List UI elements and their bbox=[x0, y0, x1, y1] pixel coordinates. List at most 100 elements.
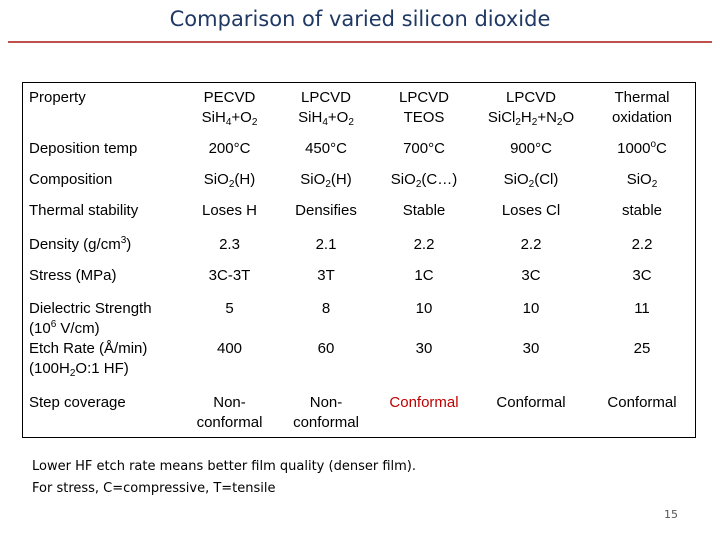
row-etch-rate-min-100h2o-1-h-cell-4-line-1: 30 bbox=[522, 340, 540, 357]
row-etch-rate-min-100h2o-1-h-cell-5-line-1: 25 bbox=[633, 340, 651, 357]
row-thermal-stability-cell-4-line-1: Loses Cl bbox=[501, 202, 561, 219]
row-stress-mpa-cell-5-line-1: 3C bbox=[632, 267, 652, 284]
row-step-coverage-cell-3: Conformal bbox=[373, 393, 475, 413]
row-etch-rate-min-100h2o-1-h-label-line-2: (100H2O:1 HF) bbox=[29, 360, 129, 379]
row-etch-rate-min-100h2o-1-h-cell-1-line-1: 400 bbox=[216, 340, 243, 357]
row-step-coverage-cell-5-line-1: Conformal bbox=[607, 394, 677, 411]
row-step-coverage-cell-2-line-2: conformal bbox=[293, 414, 359, 431]
row-density-g-cm3-label-line-1: Density (g/cm3) bbox=[29, 235, 132, 254]
row-thermal-stability-cell-5-line-1: stable bbox=[621, 202, 663, 219]
header-column-2: LPCVD SiH4+O2 bbox=[275, 88, 377, 128]
row-etch-rate-min-100h2o-1-h-label-line-1: Etch Rate (Å/min) bbox=[29, 340, 148, 357]
row-thermal-stability-cell-1: Loses H bbox=[178, 201, 281, 221]
row-composition-cell-5: SiO2 bbox=[588, 170, 696, 190]
header-column-2-line-1: LPCVD bbox=[300, 89, 352, 106]
row-step-coverage-cell-1: Non-conformal bbox=[178, 393, 281, 433]
row-deposition-temp-cell-1: 200°C bbox=[178, 139, 281, 159]
header-property-label: Property bbox=[29, 89, 86, 106]
row-thermal-stability-cell-2-line-1: Densifies bbox=[295, 202, 357, 219]
row-dielectric-strength-106--cell-3-line-1: 10 bbox=[415, 300, 433, 317]
row-density-g-cm3-cell-1: 2.3 bbox=[178, 235, 281, 255]
row-deposition-temp-cell-3: 700°C bbox=[373, 139, 475, 159]
header-column-1: PECVD SiH4+O2 bbox=[178, 88, 281, 128]
row-thermal-stability-label-line-1: Thermal stability bbox=[29, 202, 139, 219]
row-step-coverage-label: Step coverage bbox=[29, 393, 179, 413]
header-column-5: Thermal oxidation bbox=[588, 88, 696, 128]
row-deposition-temp-cell-4-line-1: 900°C bbox=[510, 140, 552, 157]
row-step-coverage-cell-4-line-1: Conformal bbox=[496, 394, 566, 411]
row-deposition-temp-cell-3-line-1: 700°C bbox=[403, 140, 445, 157]
header-column-5-line-2: oxidation bbox=[611, 109, 673, 126]
notes: Lower HF etch rate means better film qua… bbox=[32, 456, 416, 500]
note-etch-rate: Lower HF etch rate means better film qua… bbox=[32, 459, 416, 474]
row-stress-mpa-cell-3: 1C bbox=[373, 266, 475, 286]
row-thermal-stability-cell-4: Loses Cl bbox=[474, 201, 588, 221]
row-etch-rate-min-100h2o-1-h-label: Etch Rate (Å/min) (100H2O:1 HF) bbox=[29, 339, 179, 379]
slide-title: Comparison of varied silicon dioxide bbox=[169, 7, 551, 31]
row-dielectric-strength-106--cell-5: 11 bbox=[588, 299, 696, 319]
row-deposition-temp-cell-5: 1000oC bbox=[588, 139, 696, 159]
row-etch-rate-min-100h2o-1-h-cell-5: 25 bbox=[588, 339, 696, 359]
row-density-g-cm3-cell-2-line-1: 2.1 bbox=[315, 236, 337, 253]
row-thermal-stability-cell-5: stable bbox=[588, 201, 696, 221]
row-stress-mpa-label-line-1: Stress (MPa) bbox=[29, 267, 117, 284]
row-composition-cell-1-line-1: SiO2(H) bbox=[203, 171, 256, 190]
row-composition-cell-3-line-1: SiO2(C…) bbox=[390, 171, 458, 190]
row-deposition-temp-label-line-1: Deposition temp bbox=[29, 140, 138, 157]
row-deposition-temp-cell-2-line-1: 450°C bbox=[305, 140, 347, 157]
row-density-g-cm3-cell-5: 2.2 bbox=[588, 235, 696, 255]
row-etch-rate-min-100h2o-1-h-cell-4: 30 bbox=[474, 339, 588, 359]
row-stress-mpa-cell-5: 3C bbox=[588, 266, 696, 286]
row-density-g-cm3-cell-4: 2.2 bbox=[474, 235, 588, 255]
row-stress-mpa-cell-2: 3T bbox=[275, 266, 377, 286]
header-column-3: LPCVD TEOS bbox=[373, 88, 475, 128]
row-step-coverage-cell-3-line-1: Conformal bbox=[389, 394, 459, 411]
row-thermal-stability-cell-1-line-1: Loses H bbox=[201, 202, 258, 219]
row-step-coverage-cell-2: Non-conformal bbox=[275, 393, 377, 433]
row-density-g-cm3-cell-3: 2.2 bbox=[373, 235, 475, 255]
page-number: 15 bbox=[664, 508, 678, 521]
note-stress: For stress, C=compressive, T=tensile bbox=[32, 481, 276, 496]
row-step-coverage-label-line-1: Step coverage bbox=[29, 394, 126, 411]
row-composition-cell-2: SiO2(H) bbox=[275, 170, 377, 190]
row-etch-rate-min-100h2o-1-h-cell-2: 60 bbox=[275, 339, 377, 359]
header-column-4-line-1: LPCVD bbox=[505, 89, 557, 106]
row-thermal-stability-label: Thermal stability bbox=[29, 201, 179, 221]
row-stress-mpa-cell-4: 3C bbox=[474, 266, 588, 286]
row-step-coverage-cell-2-line-1: Non- bbox=[309, 394, 343, 411]
title-rule bbox=[8, 41, 712, 43]
row-deposition-temp-cell-2: 450°C bbox=[275, 139, 377, 159]
row-deposition-temp-label: Deposition temp bbox=[29, 139, 179, 159]
row-step-coverage-cell-4: Conformal bbox=[474, 393, 588, 413]
row-composition-cell-5-line-1: SiO2 bbox=[626, 171, 658, 190]
row-density-g-cm3-label: Density (g/cm3) bbox=[29, 235, 179, 255]
row-dielectric-strength-106--label-line-1: Dielectric Strength bbox=[29, 300, 152, 317]
row-composition-cell-3: SiO2(C…) bbox=[373, 170, 475, 190]
row-stress-mpa-cell-2-line-1: 3T bbox=[317, 267, 335, 284]
row-dielectric-strength-106--cell-4: 10 bbox=[474, 299, 588, 319]
row-density-g-cm3-cell-1-line-1: 2.3 bbox=[219, 236, 240, 253]
header-column-2-line-2: SiH4+O2 bbox=[298, 109, 354, 128]
row-etch-rate-min-100h2o-1-h-cell-1: 400 bbox=[178, 339, 281, 359]
row-etch-rate-min-100h2o-1-h-cell-3-line-1: 30 bbox=[415, 340, 433, 357]
row-dielectric-strength-106--cell-1-line-1: 5 bbox=[225, 300, 234, 317]
row-composition-cell-1: SiO2(H) bbox=[178, 170, 281, 190]
row-stress-mpa-cell-4-line-1: 3C bbox=[521, 267, 541, 284]
row-density-g-cm3-cell-4-line-1: 2.2 bbox=[520, 236, 542, 253]
row-thermal-stability-cell-3-line-1: Stable bbox=[402, 202, 446, 219]
row-dielectric-strength-106--label: Dielectric Strength (106 V/cm) bbox=[29, 299, 179, 339]
row-deposition-temp-cell-5-line-1: 1000oC bbox=[617, 139, 667, 158]
row-stress-mpa-cell-1: 3C-3T bbox=[178, 266, 281, 286]
row-deposition-temp-cell-1-line-1: 200°C bbox=[208, 140, 251, 157]
row-step-coverage-cell-1-line-1: Non- bbox=[213, 394, 246, 411]
row-stress-mpa-cell-1-line-1: 3C-3T bbox=[208, 267, 251, 284]
header-column-3-line-2: TEOS bbox=[403, 109, 445, 126]
header-column-1-line-1: PECVD bbox=[203, 89, 256, 106]
header-column-1-line-2: SiH4+O2 bbox=[201, 109, 258, 128]
row-density-g-cm3-cell-5-line-1: 2.2 bbox=[631, 236, 653, 253]
row-etch-rate-min-100h2o-1-h-cell-2-line-1: 60 bbox=[317, 340, 335, 357]
header-column-4: LPCVD SiCl2H2+N2O bbox=[474, 88, 588, 128]
row-thermal-stability-cell-3: Stable bbox=[373, 201, 475, 221]
row-step-coverage-cell-1-line-2: conformal bbox=[196, 414, 263, 431]
row-density-g-cm3-cell-2: 2.1 bbox=[275, 235, 377, 255]
